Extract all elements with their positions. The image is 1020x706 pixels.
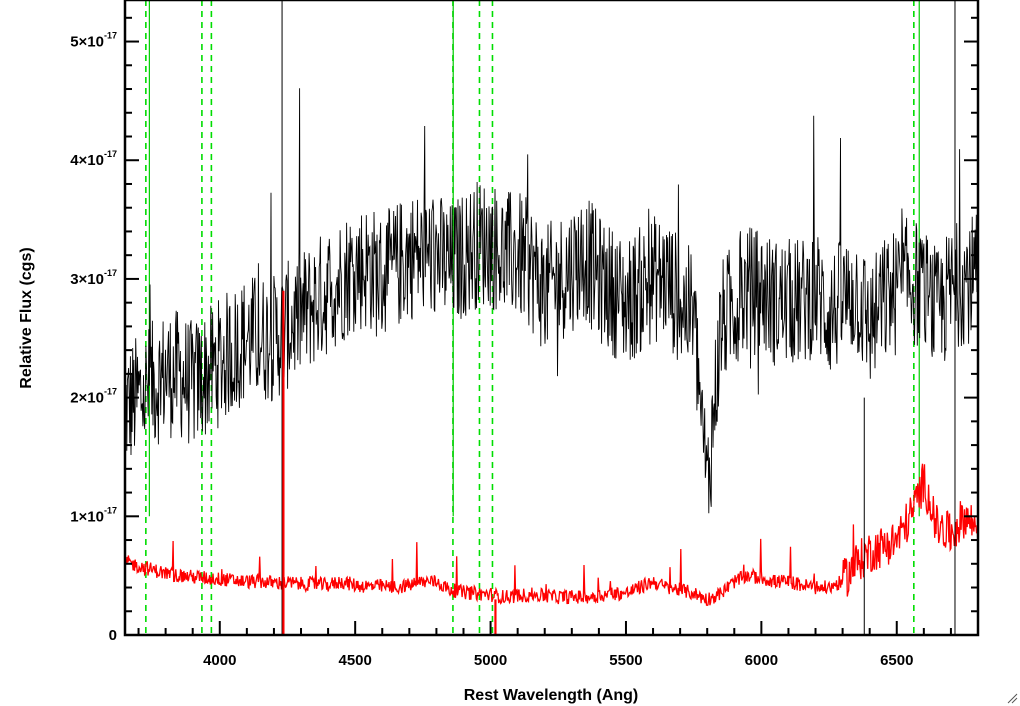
y-tick-label: 3×10-17 bbox=[70, 268, 117, 288]
resize-grip-icon[interactable] bbox=[1007, 693, 1018, 704]
x-tick-label: 4000 bbox=[203, 652, 236, 669]
emission-line-markers bbox=[145, 0, 920, 635]
y-tick-label: 1×10-17 bbox=[70, 505, 117, 525]
x-tick-label: 6500 bbox=[880, 652, 913, 669]
y-tick-label: 4×10-17 bbox=[70, 149, 117, 169]
spectrum-series-line bbox=[124, 88, 978, 514]
x-axis-title: Rest Wavelength (Ang) bbox=[464, 687, 639, 704]
y-tick-label: 0 bbox=[109, 627, 117, 644]
y-tick-label: 5×10-17 bbox=[70, 31, 117, 51]
error-series-line bbox=[124, 463, 979, 606]
x-tick-label: 5500 bbox=[609, 652, 642, 669]
y-axis-title: Relative Flux (cgs) bbox=[18, 247, 35, 388]
y-tick-label: 2×10-17 bbox=[70, 387, 117, 407]
y-axis: 0 1×10-17 2×10-17 3×10-17 4×10-17 5×10-17 bbox=[70, 16, 978, 644]
plot-frame bbox=[123, 0, 980, 637]
series-layer bbox=[124, 0, 979, 635]
x-tick-label: 5000 bbox=[474, 652, 507, 669]
x-tick-label: 4500 bbox=[338, 652, 371, 669]
x-tick-label: 6000 bbox=[745, 652, 778, 669]
x-axis: 4000 4500 5000 5500 6000 6500 bbox=[137, 621, 979, 669]
